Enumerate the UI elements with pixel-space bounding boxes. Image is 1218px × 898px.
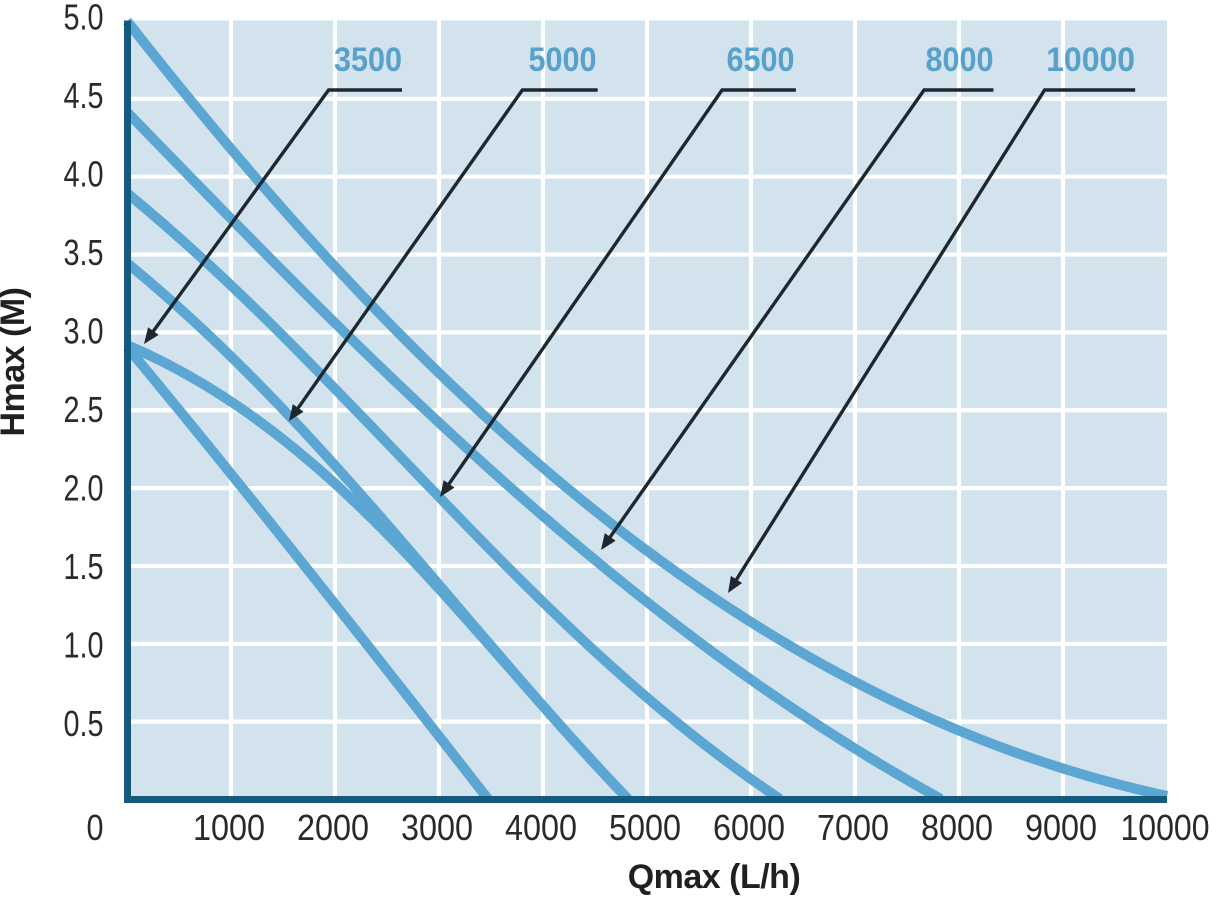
svg-text:6000: 6000 (713, 807, 785, 848)
svg-text:0.5: 0.5 (64, 703, 104, 744)
svg-text:3500: 3500 (334, 41, 402, 79)
svg-text:10000: 10000 (1121, 807, 1210, 848)
svg-text:4000: 4000 (505, 807, 577, 848)
svg-text:7000: 7000 (817, 807, 889, 848)
svg-text:5000: 5000 (609, 807, 681, 848)
svg-text:2.0: 2.0 (64, 467, 104, 508)
svg-text:3.0: 3.0 (64, 310, 104, 351)
svg-text:5.0: 5.0 (64, 0, 104, 37)
svg-text:2000: 2000 (297, 807, 369, 848)
svg-text:1000: 1000 (193, 807, 265, 848)
svg-text:8000: 8000 (926, 41, 994, 79)
svg-text:2.5: 2.5 (64, 389, 104, 430)
svg-text:8000: 8000 (921, 807, 993, 848)
svg-text:3.5: 3.5 (64, 232, 104, 273)
svg-text:Qmax (L/h): Qmax (L/h) (628, 858, 801, 896)
svg-text:0: 0 (87, 807, 104, 848)
svg-text:Hmax (M): Hmax (M) (0, 287, 32, 436)
svg-text:6500: 6500 (727, 41, 795, 79)
svg-text:10000: 10000 (1046, 41, 1135, 79)
svg-text:1.0: 1.0 (64, 624, 104, 665)
svg-text:1.5: 1.5 (64, 546, 104, 587)
svg-text:9000: 9000 (1025, 807, 1097, 848)
svg-text:4.0: 4.0 (64, 153, 104, 194)
svg-text:4.5: 4.5 (64, 75, 104, 116)
svg-text:5000: 5000 (529, 41, 597, 79)
svg-text:3000: 3000 (401, 807, 473, 848)
